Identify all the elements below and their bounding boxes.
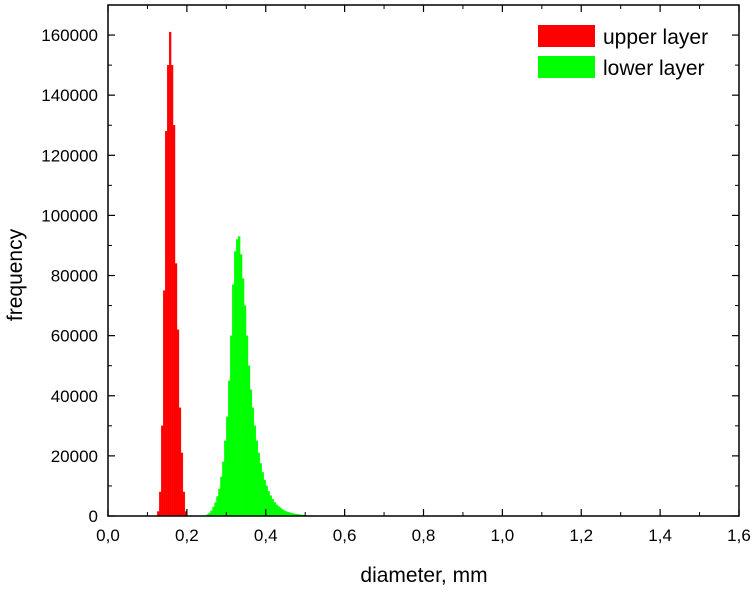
histogram-bar-series-2: [230, 336, 232, 516]
histogram-bar-series-2: [280, 508, 282, 516]
bars-layer: [157, 32, 342, 516]
y-tick-label: 0: [89, 507, 98, 526]
x-tick-label: 1,4: [648, 526, 672, 545]
histogram-bar-series-2: [272, 499, 274, 516]
histogram-bar-series-2: [258, 453, 260, 516]
histogram-bar-series-2: [226, 417, 228, 516]
legend-label-series-1: upper layer: [603, 26, 708, 49]
legend-swatch-series-2: [538, 56, 595, 78]
x-tick-label: 0,4: [254, 526, 278, 545]
histogram-bar-series-2: [220, 477, 222, 516]
histogram-bar-series-2: [248, 366, 250, 516]
histogram-bar-series-1: [171, 65, 173, 516]
histogram-bar-series-1: [183, 492, 185, 516]
histogram-bar-series-1: [173, 125, 175, 516]
legend: upper layer lower layer: [538, 25, 708, 80]
histogram-bar-series-2: [238, 236, 240, 516]
y-tick-label: 160000: [41, 26, 98, 45]
histogram-bar-series-2: [214, 502, 216, 516]
histogram-bar-series-2: [218, 489, 220, 516]
x-tick-label: 1,6: [727, 526, 751, 545]
y-axis-title: frequency: [4, 228, 27, 321]
y-tick-label: 140000: [41, 86, 98, 105]
histogram-bar-series-2: [260, 463, 262, 516]
histogram-bar-series-2: [211, 511, 213, 516]
x-axis-title: diameter, mm: [360, 564, 487, 587]
histogram-bar-series-2: [254, 426, 256, 516]
histogram-bar-series-1: [167, 65, 169, 516]
histogram-bar-series-2: [232, 285, 234, 516]
histogram-bar-series-2: [278, 506, 280, 516]
y-tick-label: 120000: [41, 146, 98, 165]
histogram-bar-series-2: [244, 306, 246, 516]
histogram-bar-series-2: [246, 336, 248, 516]
histogram-bar-series-2: [222, 462, 224, 516]
legend-label-series-2: lower layer: [603, 57, 705, 80]
y-tick-label: 80000: [51, 267, 98, 286]
histogram-bar-series-2: [282, 509, 284, 516]
plot-frame: [108, 5, 739, 516]
histogram-bar-series-1: [175, 264, 177, 516]
axis-tick-labels: 0,0 0,2 0,4 0,6 0,8 1,0 1,2 1,4 1,6 0 20000 40000 60…: [41, 26, 751, 545]
histogram-bar-series-2: [228, 381, 230, 516]
y-tick-label: 100000: [41, 206, 98, 225]
x-tick-label: 1,0: [491, 526, 515, 545]
histogram-bar-series-1: [177, 330, 179, 516]
histogram-bar-series-1: [165, 131, 167, 516]
histogram-bar-series-2: [252, 408, 254, 516]
histogram-bar-series-2: [213, 507, 215, 516]
x-tick-label: 0,2: [175, 526, 199, 545]
histogram-bar-series-2: [256, 441, 258, 516]
histogram-bar-series-2: [236, 239, 238, 516]
x-tick-label: 1,2: [569, 526, 593, 545]
x-tick-label: 0,8: [412, 526, 436, 545]
histogram-bar-series-2: [234, 251, 236, 516]
histogram-bar-series-2: [224, 441, 226, 516]
histogram-bar-series-2: [276, 505, 278, 516]
y-tick-label: 60000: [51, 327, 98, 346]
histogram-bar-series-1: [179, 408, 181, 516]
histogram-bar-series-2: [270, 496, 272, 516]
y-tick-label: 20000: [51, 447, 98, 466]
histogram-bar-series-2: [284, 511, 286, 516]
histogram-bar-series-2: [268, 491, 270, 516]
x-tick-label: 0,6: [333, 526, 357, 545]
histogram-bar-series-1: [169, 32, 171, 516]
histogram-bar-series-2: [250, 390, 252, 516]
axis-ticks: [108, 5, 739, 516]
histogram-bar-series-1: [181, 453, 183, 516]
histogram-bar-series-1: [163, 291, 165, 516]
histogram-bar-series-2: [274, 502, 276, 516]
histogram-bar-series-2: [240, 254, 242, 516]
y-tick-label: 40000: [51, 387, 98, 406]
histogram-bar-series-2: [216, 496, 218, 516]
histogram-bar-series-1: [161, 426, 163, 516]
legend-swatch-series-1: [538, 25, 595, 47]
histogram-bar-series-1: [159, 492, 161, 516]
histogram-bar-series-2: [242, 279, 244, 516]
histogram-bar-series-2: [262, 472, 264, 516]
x-tick-label: 0,0: [96, 526, 120, 545]
